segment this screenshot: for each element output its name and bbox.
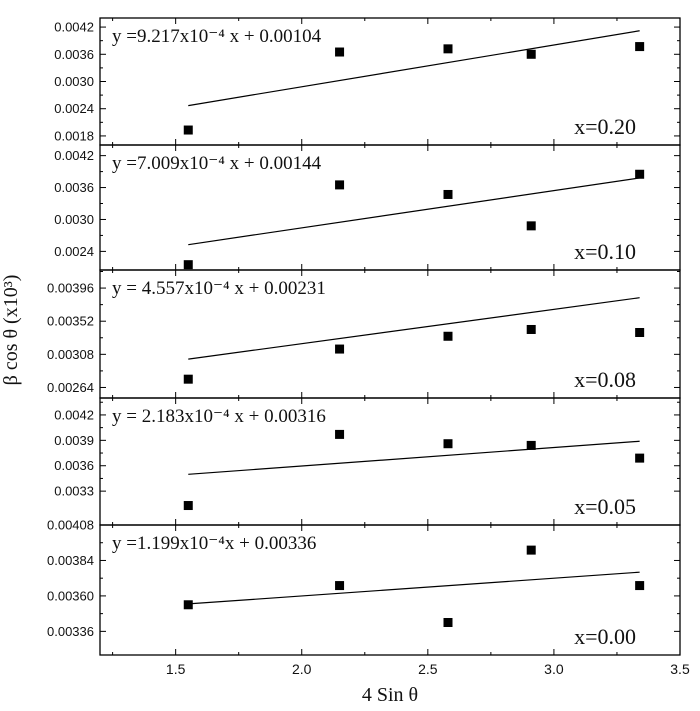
y-tick-label: 0.00384 <box>47 553 94 568</box>
panel-label: x=0.00 <box>574 624 636 649</box>
panels-layer: 0.0018 0.0024 0.0030 0.0036 0.0042 y =9.217x1… <box>47 17 681 656</box>
x-tick-label: 3.5 <box>670 661 690 677</box>
y-tick-label: 0.0018 <box>54 128 94 143</box>
data-point <box>335 581 345 591</box>
panel-frame <box>99 524 681 656</box>
x-tick-label: 3.0 <box>544 661 564 677</box>
x-tick-label: 2.0 <box>292 661 312 677</box>
y-tick-label: 0.00264 <box>47 380 94 395</box>
y-tick-label: 0.0033 <box>54 484 94 499</box>
data-point <box>443 331 453 341</box>
fit-line <box>188 571 640 605</box>
data-point <box>526 221 536 231</box>
data-point <box>443 618 453 627</box>
panel-3: 0.0033 0.0036 0.0039 0.0042 y = 2.183x10⁻⁴ x… <box>54 397 681 526</box>
panel-label: x=0.20 <box>574 114 636 139</box>
y-tick-label: 0.0042 <box>54 20 94 35</box>
fit-line <box>188 30 640 107</box>
data-point <box>335 180 345 190</box>
panel-2: 0.00264 0.00308 0.00352 0.00396 y = 4.557x10… <box>47 269 681 399</box>
y-tick-label: 0.0036 <box>54 180 94 195</box>
y-tick-label: 0.0030 <box>54 74 94 89</box>
data-point <box>526 545 536 555</box>
y-tick-label: 0.0042 <box>54 148 94 163</box>
data-point <box>183 501 193 511</box>
panel-label: x=0.08 <box>574 367 636 392</box>
fit-line <box>188 440 640 475</box>
data-point <box>443 189 453 199</box>
y-tick-label: 0.00408 <box>47 518 94 533</box>
fit-equation: y = 2.183x10⁻⁴ x + 0.00316 <box>112 406 326 427</box>
x-axis-title: 4 Sin θ <box>362 684 418 706</box>
x-tick-label: 2.5 <box>418 661 438 677</box>
y-tick-label: 0.00336 <box>47 624 94 639</box>
data-point <box>443 44 453 54</box>
y-tick-label: 0.00360 <box>47 588 94 603</box>
data-point <box>183 374 193 384</box>
y-tick-label: 0.00396 <box>47 281 94 296</box>
y-tick-label: 0.0036 <box>54 47 94 62</box>
data-point <box>335 344 345 354</box>
fit-equation: y =1.199x10⁻⁴x + 0.00336 <box>112 533 316 554</box>
data-point <box>635 327 645 337</box>
y-tick-label: 0.0036 <box>54 458 94 473</box>
data-point <box>635 169 645 179</box>
fit-equation: y =9.217x10⁻⁴ x + 0.00104 <box>112 26 322 47</box>
y-tick-label: 0.00308 <box>47 347 94 362</box>
data-point <box>183 260 193 270</box>
panel-4: 0.00336 0.00360 0.00384 0.00408 y =1.199x10⁻… <box>47 518 681 656</box>
fit-line <box>188 297 640 360</box>
x-tick-label: 1.5 <box>166 661 186 677</box>
y-tick-label: 0.00352 <box>47 314 94 329</box>
data-point <box>526 49 536 59</box>
y-tick-label: 0.0024 <box>54 244 94 259</box>
fit-line <box>188 177 640 246</box>
fit-equation: y =7.009x10⁻⁴ x + 0.00144 <box>112 153 322 174</box>
fit-equation: y = 4.557x10⁻⁴ x + 0.00231 <box>112 278 326 299</box>
data-point <box>443 439 453 449</box>
data-point <box>183 600 193 610</box>
data-point <box>335 47 345 57</box>
data-point <box>526 440 536 450</box>
y-tick-label: 0.0024 <box>54 101 94 116</box>
x-axis: 1.5 2.0 2.5 3.0 3.5 <box>166 661 690 677</box>
y-axis-title: β cos θ (x10³) <box>0 275 22 386</box>
y-tick-label: 0.0039 <box>54 433 94 448</box>
data-point <box>635 42 645 52</box>
data-point <box>635 453 645 463</box>
y-tick-label: 0.0030 <box>54 212 94 227</box>
data-point <box>526 324 536 334</box>
data-point <box>335 429 345 439</box>
data-point <box>183 125 193 135</box>
panel-label: x=0.10 <box>574 239 636 264</box>
panel-label: x=0.05 <box>574 494 636 519</box>
y-tick-label: 0.0042 <box>54 407 94 422</box>
data-point <box>635 581 645 591</box>
